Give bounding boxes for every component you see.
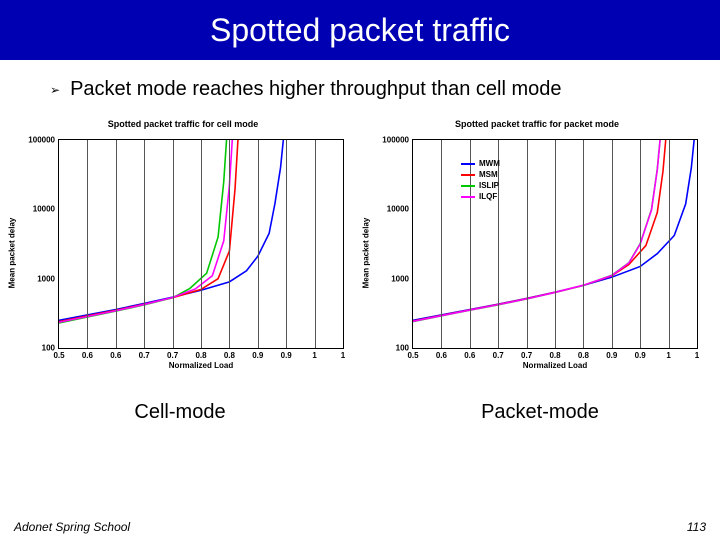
grid-line <box>612 140 613 348</box>
legend-swatch <box>461 185 475 187</box>
legend-label: ISLIP <box>479 180 499 191</box>
legend-swatch <box>461 163 475 165</box>
mode-label-right: Packet-mode <box>375 401 705 424</box>
bullet-row: ➢ Packet mode reaches higher throughput … <box>0 60 720 101</box>
series-mwm <box>59 140 283 320</box>
legend-item-islip: ISLIP <box>461 180 500 191</box>
chart-title-left: Spotted packet traffic for cell mode <box>18 119 348 129</box>
y-axis-label-left: Mean packet delay <box>8 218 17 289</box>
slide-title: Spotted packet traffic <box>210 12 510 49</box>
footer: Adonet Spring School 113 <box>14 520 706 534</box>
series-ilqf <box>413 140 660 321</box>
y-axis-label-right: Mean packet delay <box>362 218 371 289</box>
x-tick: 0.5 <box>53 348 64 360</box>
footer-left: Adonet Spring School <box>14 520 130 534</box>
x-axis-label-right: Normalized Load <box>523 361 587 370</box>
chart-title-right: Spotted packet traffic for packet mode <box>372 119 702 129</box>
series-msm <box>413 140 666 321</box>
grid-line <box>640 140 641 348</box>
x-tick: 0.9 <box>252 348 263 360</box>
grid-line <box>315 140 316 348</box>
x-tick: 0.6 <box>464 348 475 360</box>
y-tick: 100000 <box>28 136 59 145</box>
chart-body-left: Mean packet delay Normalized Load 100100… <box>18 133 348 373</box>
y-tick: 1000 <box>37 274 59 283</box>
title-bar: Spotted packet traffic <box>0 0 720 60</box>
grid-line <box>441 140 442 348</box>
x-tick: 0.9 <box>606 348 617 360</box>
plot-area-left: Normalized Load 1001000100001000000.50.6… <box>58 139 344 349</box>
legend-item-mwm: MWM <box>461 158 500 169</box>
legend-label: MSM <box>479 169 498 180</box>
x-tick: 0.8 <box>549 348 560 360</box>
series-msm <box>59 140 238 322</box>
x-tick: 0.6 <box>110 348 121 360</box>
grid-line <box>116 140 117 348</box>
legend-swatch <box>461 196 475 198</box>
legend-label: MWM <box>479 158 500 169</box>
x-tick: 0.7 <box>167 348 178 360</box>
y-tick: 10000 <box>387 205 413 214</box>
y-tick: 100000 <box>382 136 413 145</box>
legend-item-msm: MSM <box>461 169 500 180</box>
x-tick: 0.8 <box>578 348 589 360</box>
grid-line <box>527 140 528 348</box>
x-tick: 1 <box>666 348 670 360</box>
x-tick: 0.9 <box>281 348 292 360</box>
chevron-right-icon: ➢ <box>50 83 60 97</box>
grid-line <box>173 140 174 348</box>
footer-right: 113 <box>687 520 706 534</box>
grid-line <box>286 140 287 348</box>
slide: Spotted packet traffic ➢ Packet mode rea… <box>0 0 720 540</box>
bullet-text: Packet mode reaches higher throughput th… <box>70 78 561 101</box>
legend: MWMMSMISLIPILQF <box>461 158 500 202</box>
series-islip <box>413 140 660 322</box>
plot-area-right: MWMMSMISLIPILQF Normalized Load 10010001… <box>412 139 698 349</box>
chart-cell-mode: Spotted packet traffic for cell mode Mea… <box>18 119 348 373</box>
chart-packet-mode: Spotted packet traffic for packet mode M… <box>372 119 702 373</box>
series-ilqf <box>59 140 232 322</box>
grid-line <box>669 140 670 348</box>
x-tick: 0.7 <box>493 348 504 360</box>
x-tick: 0.8 <box>224 348 235 360</box>
grid-line <box>201 140 202 348</box>
x-axis-label-left: Normalized Load <box>169 361 233 370</box>
y-tick: 1000 <box>391 274 413 283</box>
x-tick: 0.6 <box>82 348 93 360</box>
x-tick: 0.8 <box>195 348 206 360</box>
mode-label-left: Cell-mode <box>15 401 345 424</box>
x-tick: 1 <box>341 348 345 360</box>
x-tick: 0.5 <box>407 348 418 360</box>
x-tick: 0.7 <box>521 348 532 360</box>
grid-line <box>258 140 259 348</box>
legend-item-ilqf: ILQF <box>461 191 500 202</box>
x-tick: 0.7 <box>139 348 150 360</box>
grid-line <box>583 140 584 348</box>
x-tick: 0.6 <box>436 348 447 360</box>
x-tick: 0.9 <box>635 348 646 360</box>
grid-line <box>87 140 88 348</box>
grid-line <box>555 140 556 348</box>
x-tick: 1 <box>312 348 316 360</box>
mode-labels-row: Cell-mode Packet-mode <box>0 373 720 424</box>
grid-line <box>144 140 145 348</box>
x-tick: 1 <box>695 348 699 360</box>
charts-row: Spotted packet traffic for cell mode Mea… <box>0 101 720 373</box>
legend-swatch <box>461 174 475 176</box>
y-tick: 10000 <box>33 205 59 214</box>
chart-body-right: Mean packet delay MWMMSMISLIPILQF Normal… <box>372 133 702 373</box>
grid-line <box>229 140 230 348</box>
legend-label: ILQF <box>479 191 497 202</box>
